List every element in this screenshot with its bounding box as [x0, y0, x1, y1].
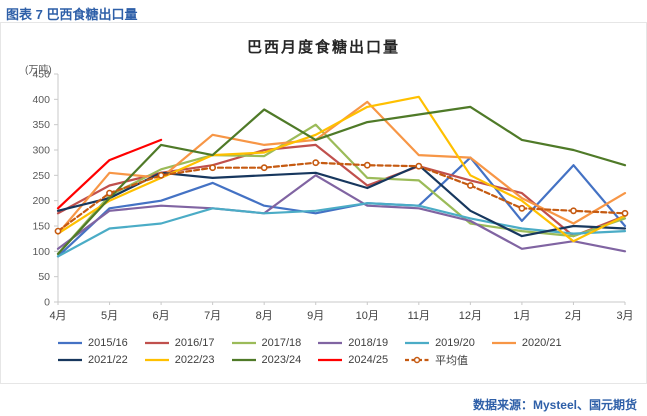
chart-title: 巴西月度食糖出口量: [246, 39, 400, 56]
legend-label: 2015/16: [88, 337, 128, 349]
average-marker: [157, 171, 165, 179]
x-tick-label: 4月: [49, 310, 66, 322]
legend-label: 2024/25: [348, 354, 389, 366]
x-tick-label: 8月: [256, 310, 273, 322]
x-tick-label: 3月: [616, 310, 633, 322]
legend-swatch-icon: [144, 341, 169, 345]
legend-item: 2019/20: [404, 337, 475, 349]
y-tick-label: 0: [44, 297, 50, 309]
x-tick-label: 12月: [459, 310, 482, 322]
legend-swatch-icon: [144, 358, 169, 362]
legend-item: 2015/16: [57, 337, 128, 349]
series-line: [56, 138, 163, 210]
series-line: [56, 161, 627, 233]
legend-label: 2016/17: [174, 337, 215, 349]
legend-item: 2020/21: [491, 337, 562, 349]
y-tick-label: 200: [32, 195, 50, 207]
legend-label: 2018/19: [348, 337, 389, 349]
series-line: [56, 95, 627, 243]
y-tick-label: 300: [32, 145, 50, 157]
series-line: [56, 105, 627, 255]
x-tick-label: 10月: [356, 310, 379, 322]
legend-swatch-icon: [231, 341, 256, 345]
chart-container: 巴西月度食糖出口量 (万吨) 0 50 100 150 200 250 300 350 400 4…: [0, 22, 647, 384]
y-axis-unit-label: (万吨): [25, 65, 52, 76]
legend-item: 2016/17: [144, 337, 215, 349]
x-tick-label: 6月: [153, 310, 170, 322]
legend-swatch-icon: [231, 358, 256, 362]
y-tick-label: 350: [32, 119, 50, 131]
y-tick-label: 50: [38, 271, 50, 283]
legend-label: 2021/22: [88, 354, 128, 366]
legend-swatch-icon: [318, 341, 343, 345]
legend-row: 2015/16 2016/17 2017/18 2018/19 2019/20 2020/…: [1, 337, 646, 349]
legend-item: 平均值: [404, 352, 468, 368]
average-marker: [415, 162, 423, 170]
series-line: [56, 156, 627, 258]
x-tick-label: 9月: [307, 310, 324, 322]
series-line: [56, 123, 627, 255]
legend-swatch-icon: [405, 356, 430, 364]
legend-item: 2018/19: [317, 337, 388, 349]
legend-row: 2021/22 2022/23 2023/24 2024/25 平均值: [1, 352, 646, 368]
average-marker: [363, 161, 371, 169]
average-marker: [570, 207, 577, 215]
average-marker: [106, 189, 113, 197]
average-marker: [621, 209, 629, 217]
legend-label: 2019/20: [435, 337, 475, 349]
x-tick-label: 11月: [408, 310, 430, 322]
legend-item: 2022/23: [144, 354, 215, 366]
x-tick-label: 1月: [513, 310, 530, 322]
y-tick-label: 400: [32, 94, 50, 106]
average-marker: [466, 182, 474, 189]
legend-swatch-icon: [318, 358, 343, 362]
series-line: [56, 174, 627, 253]
figure-caption: 图表 7 巴西食糖出口量: [6, 7, 138, 22]
average-marker: [312, 159, 320, 167]
legend-label: 平均值: [435, 355, 469, 367]
y-tick-label: 150: [32, 221, 50, 233]
legend-swatch-icon: [58, 341, 82, 345]
data-source: 数据来源：Mysteel、国元期货: [472, 398, 637, 412]
legend-label: 2022/23: [174, 354, 215, 366]
average-marker: [209, 164, 216, 172]
y-tick-label: 100: [32, 246, 50, 258]
legend-item: 2023/24: [231, 354, 302, 366]
legend-item: 2024/25: [317, 354, 388, 366]
legend-item: 2021/22: [57, 354, 128, 366]
legend-label: 2017/18: [261, 337, 302, 349]
y-tick-label: 450: [32, 69, 50, 81]
x-tick-label: 7月: [204, 310, 221, 322]
legend: 2015/16 2016/17 2017/18 2018/19 2019/20 2020/…: [1, 337, 646, 368]
average-marker: [54, 227, 62, 235]
x-tick-label: 2月: [565, 310, 582, 322]
y-tick-label: 250: [32, 170, 50, 182]
legend-swatch-icon: [491, 341, 516, 345]
series-line: [56, 164, 627, 238]
series-line: [56, 202, 627, 258]
average-marker: [260, 164, 268, 172]
plot-area: 0 50 100 150 200 250 300 350 400 450 4月 5月 6月 7月 8月 9月 1…: [32, 69, 633, 323]
legend-item: 2017/18: [231, 337, 302, 349]
legend-swatch-icon: [405, 341, 430, 345]
legend-label: 2020/21: [521, 337, 562, 349]
average-marker: [518, 204, 526, 212]
legend-swatch-icon: [58, 358, 82, 362]
legend-label: 2023/24: [261, 354, 302, 366]
x-tick-label: 5月: [101, 310, 118, 322]
